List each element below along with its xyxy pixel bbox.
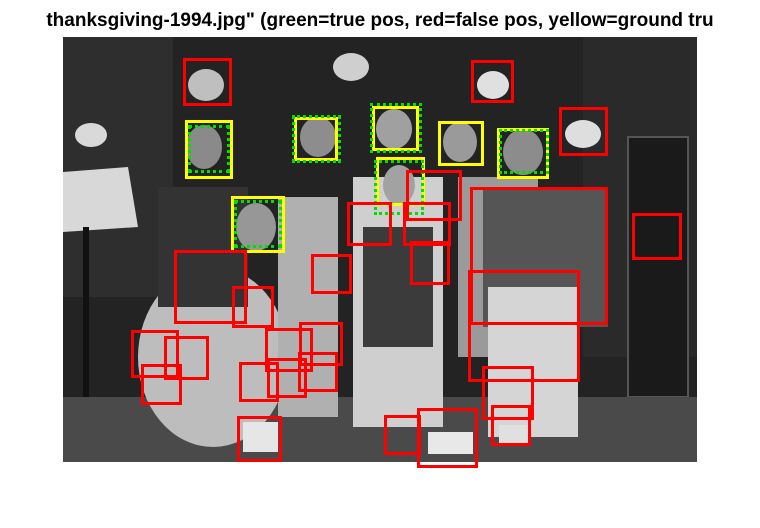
photo-image	[63, 37, 697, 462]
photo-scene	[63, 37, 697, 462]
figure-title: thanksgiving-1994.jpg" (green=true pos, …	[46, 10, 714, 31]
